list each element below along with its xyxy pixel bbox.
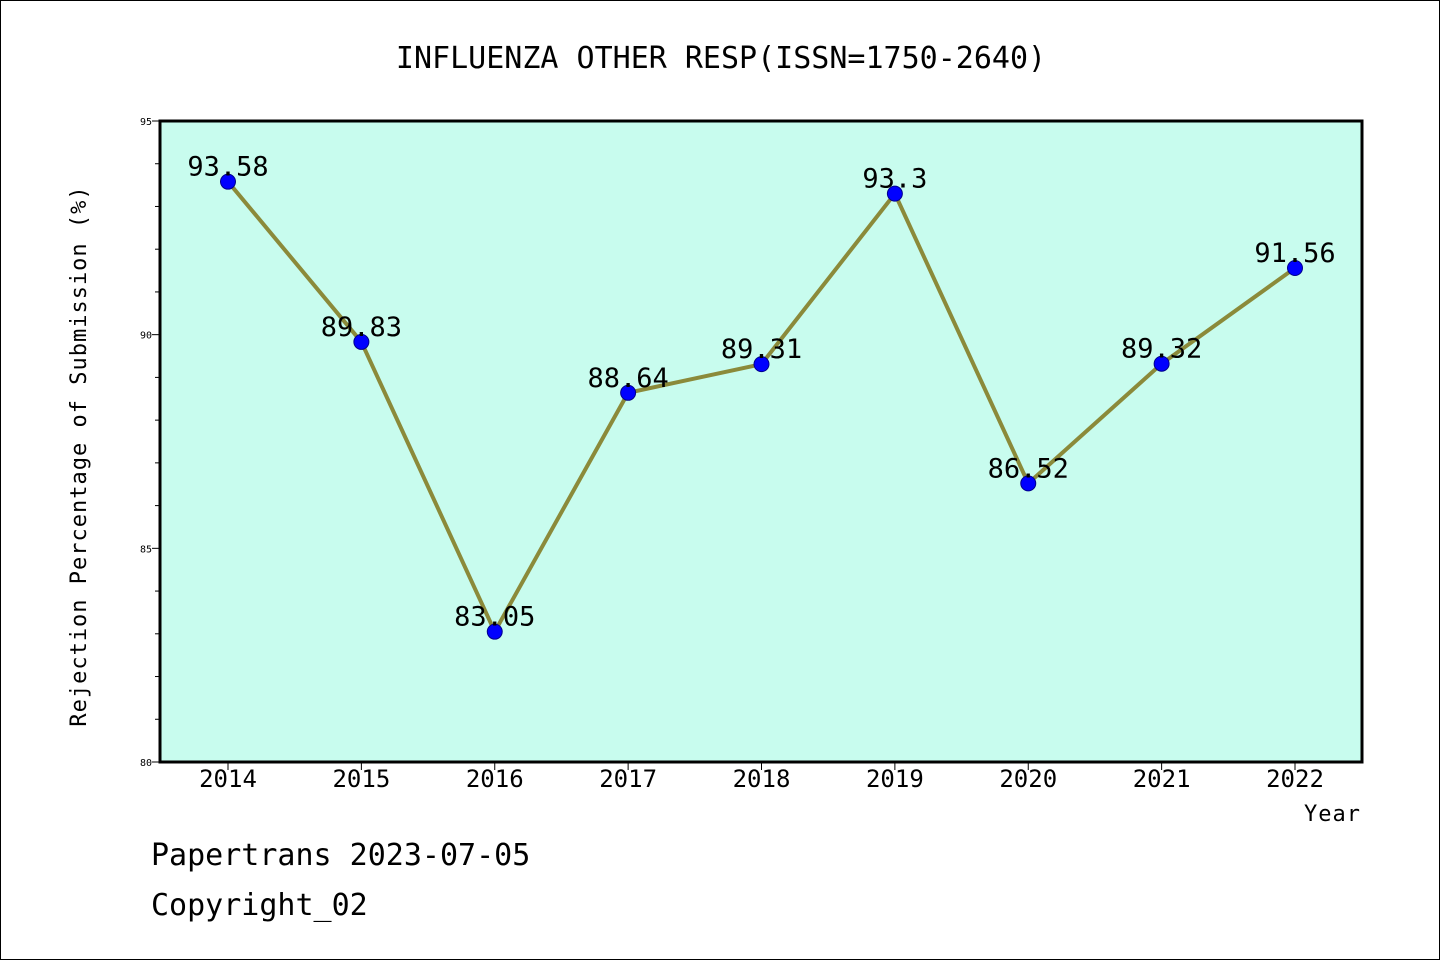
x-tick-label: 2017 (599, 765, 657, 793)
data-point (753, 356, 770, 373)
y-tick-label: 85 (140, 544, 152, 555)
chart-title: INFLUENZA OTHER RESP(ISSN=1750-2640) (396, 41, 1046, 76)
data-point (886, 185, 903, 202)
x-axis: 2014 2015 2016 2017 2018 2019 2020 2021 2022 (199, 762, 1324, 793)
data-point (1153, 355, 1170, 372)
x-tick-label: 2021 (1133, 765, 1191, 793)
series-markers (220, 173, 1303, 640)
data-point (1287, 260, 1303, 277)
plot-area (158, 119, 1364, 764)
footer-date: Papertrans 2023-07-05 (151, 838, 530, 873)
data-point (353, 333, 370, 350)
data-label: 93.58 (187, 152, 268, 183)
data-point (620, 384, 637, 401)
x-tick-label: 2018 (733, 765, 791, 793)
data-label: 93.3 (862, 164, 927, 195)
y-tick-label: 90 (140, 331, 152, 342)
x-tick-label: 2016 (466, 765, 524, 793)
x-tick-label: 2015 (332, 765, 390, 793)
data-label: 89.83 (321, 312, 402, 343)
y-tick-label: 80 (140, 758, 152, 769)
x-tick-label: 2022 (1266, 765, 1324, 793)
data-point (486, 623, 503, 640)
x-tick-label: 2020 (999, 765, 1057, 793)
x-axis-label: Year (1304, 802, 1361, 827)
data-point (1020, 475, 1037, 492)
data-point (220, 173, 236, 190)
y-axis-label: Rejection Percentage of Submission (%) (67, 185, 92, 726)
x-tick-label: 2019 (866, 765, 924, 793)
data-labels: 93.58 89.83 83.05 88.64 89.31 93.3 86.52 89.32 9… (187, 152, 1335, 633)
footer-copyright: Copyright_02 (151, 888, 368, 923)
data-label: 83.05 (454, 602, 535, 633)
data-label: 89.31 (721, 334, 802, 365)
data-label: 89.32 (1121, 334, 1202, 365)
y-tick-label: 95 (140, 117, 152, 128)
data-label: 91.56 (1254, 238, 1335, 269)
data-label: 88.64 (587, 363, 668, 394)
data-label: 86.52 (988, 453, 1069, 484)
x-tick-label: 2014 (199, 765, 257, 793)
y-axis: 80 85 90 95 (140, 117, 160, 769)
